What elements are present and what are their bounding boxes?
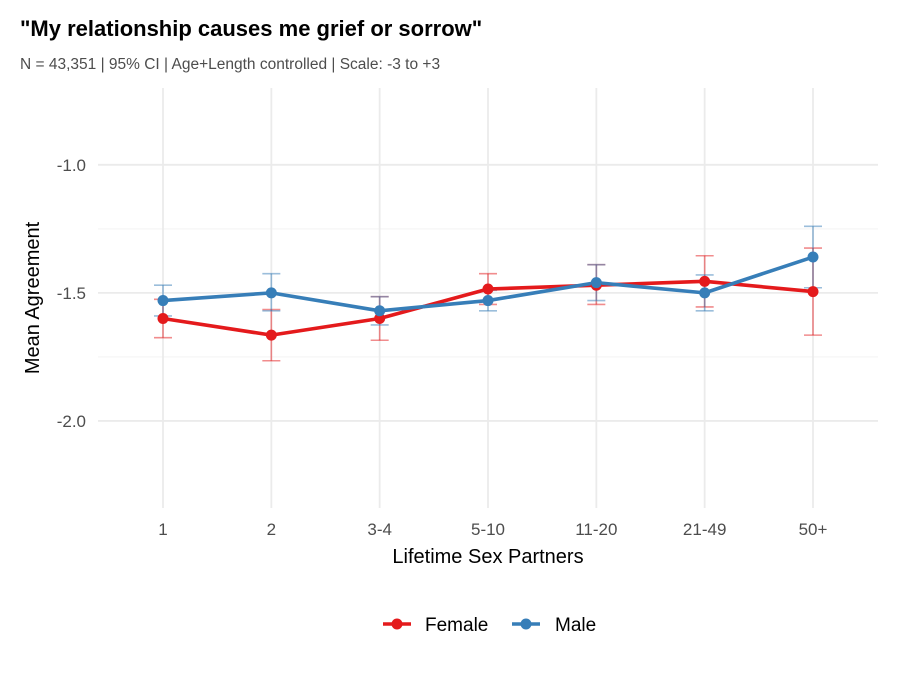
data-points: [157, 251, 819, 341]
data-point-male: [157, 295, 169, 307]
legend: Female Male: [383, 615, 596, 636]
y-tick-label: -1.0: [57, 156, 86, 175]
data-point-male: [482, 295, 494, 307]
y-tick-label: -2.0: [57, 412, 86, 431]
data-point-female: [807, 286, 819, 298]
x-tick-label: 5-10: [471, 520, 505, 539]
y-axis-title: Mean Agreement: [22, 221, 44, 374]
x-tick-label: 3-4: [367, 520, 392, 539]
data-point-female: [265, 329, 277, 341]
data-point-male: [807, 251, 819, 263]
legend-key-point: [520, 618, 532, 630]
x-axis-title: Lifetime Sex Partners: [392, 546, 583, 568]
chart-subtitle: N = 43,351 | 95% CI | Age+Length control…: [20, 56, 441, 73]
chart-title: "My relationship causes me grief or sorr…: [20, 16, 483, 41]
data-point-male: [590, 277, 602, 289]
x-tick-label: 1: [158, 520, 167, 539]
x-tick-label: 2: [267, 520, 276, 539]
data-point-male: [699, 287, 711, 299]
y-tick-label: -1.5: [57, 284, 86, 303]
x-tick-label: 21-49: [683, 520, 726, 539]
legend-item-male: Male: [512, 615, 596, 636]
legend-label: Male: [555, 615, 596, 636]
x-tick-label: 11-20: [575, 520, 617, 539]
data-point-male: [265, 287, 277, 299]
data-point-female: [374, 312, 386, 324]
x-tick-label: 50+: [799, 520, 828, 539]
legend-item-female: Female: [383, 615, 488, 636]
y-axis-ticks: -1.0 -1.5 -2.0: [57, 156, 86, 431]
data-point-male: [374, 305, 386, 317]
data-point-female: [482, 283, 494, 295]
legend-key-point: [391, 618, 403, 630]
x-axis-ticks: 1 2 3-4 5-10 11-20 21-49 50+: [158, 520, 827, 539]
legend-label: Female: [425, 615, 488, 636]
data-point-female: [699, 275, 711, 287]
data-point-female: [157, 312, 169, 324]
